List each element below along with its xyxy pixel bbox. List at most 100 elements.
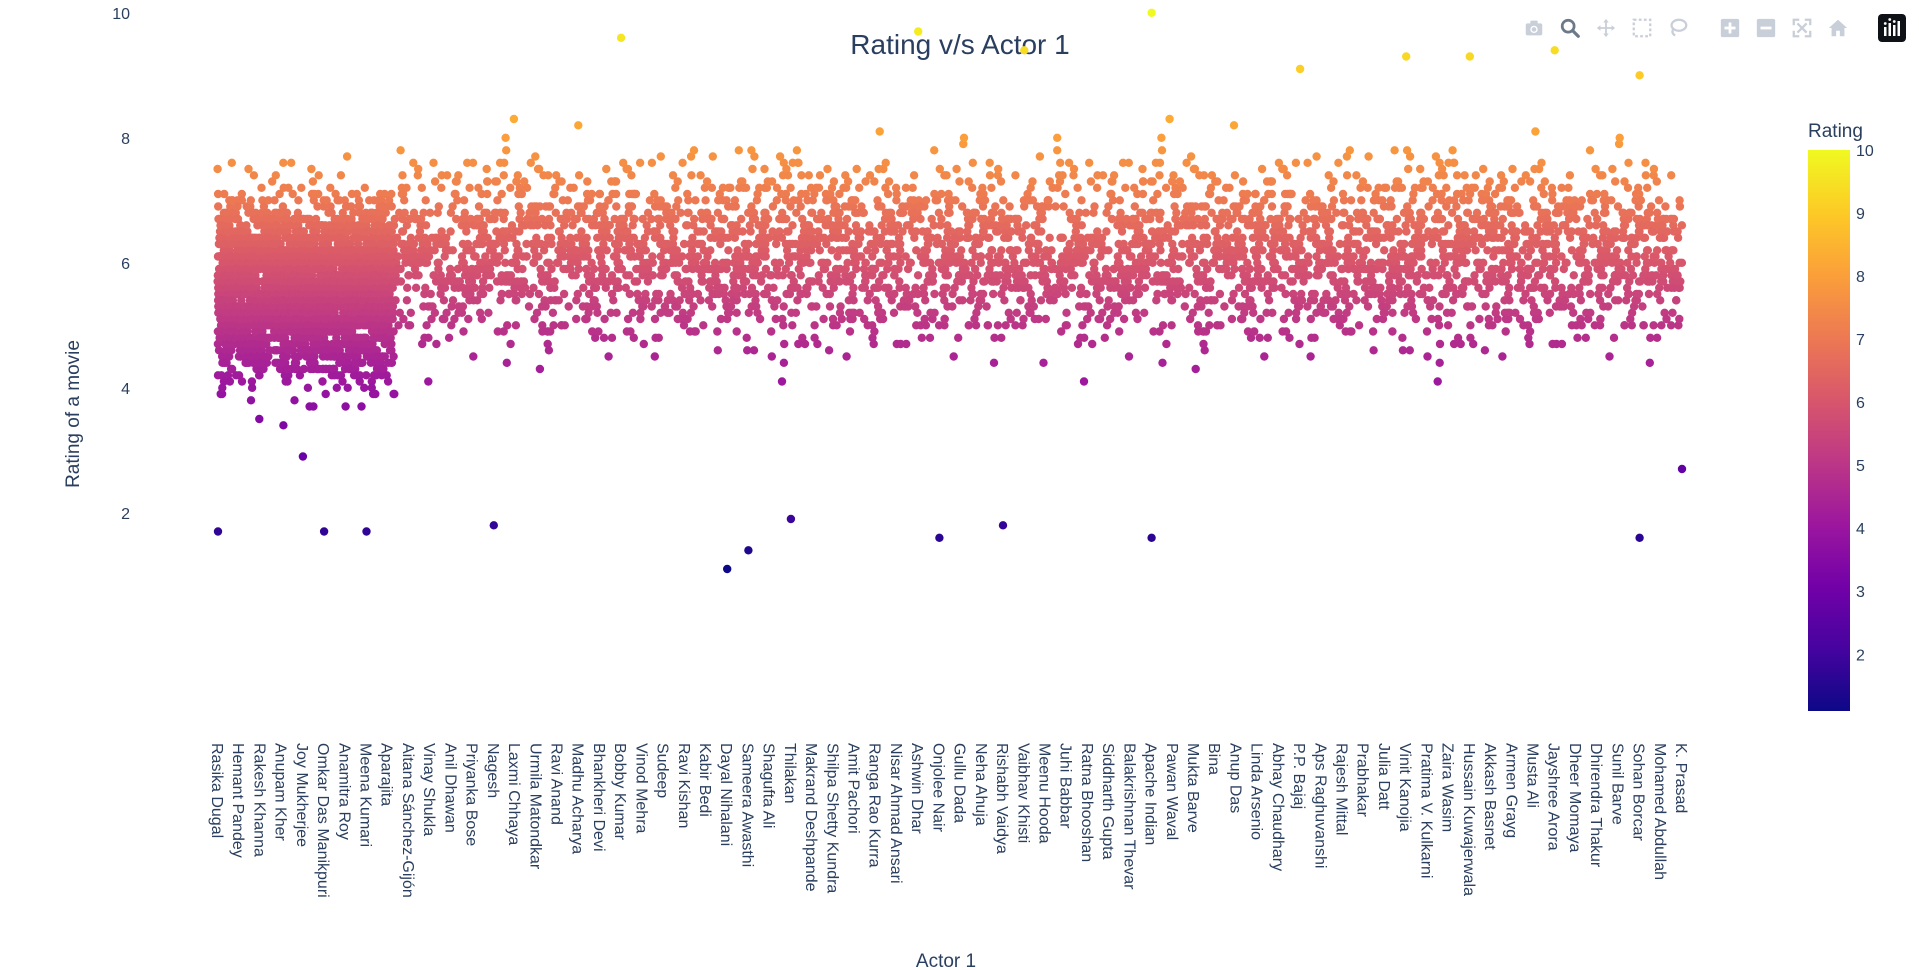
data-point xyxy=(434,202,443,211)
data-point xyxy=(748,164,757,174)
data-point xyxy=(670,227,679,236)
data-point xyxy=(1165,114,1174,124)
data-point xyxy=(278,202,288,211)
data-point xyxy=(518,264,527,274)
data-point xyxy=(713,346,722,355)
data-point xyxy=(1059,202,1068,211)
data-point xyxy=(689,146,699,155)
data-point xyxy=(424,333,433,342)
data-point xyxy=(687,171,696,180)
data-point xyxy=(318,377,327,386)
data-point xyxy=(503,321,512,330)
data-point xyxy=(322,196,331,205)
data-point xyxy=(767,352,776,361)
data-point xyxy=(430,177,440,186)
data-point xyxy=(650,352,659,361)
data-point xyxy=(548,308,558,317)
data-point xyxy=(413,171,422,180)
data-point xyxy=(648,271,658,280)
data-point xyxy=(1213,177,1222,186)
data-point xyxy=(930,289,939,299)
data-point xyxy=(952,164,961,174)
data-point xyxy=(673,177,682,186)
data-point xyxy=(650,314,660,324)
data-point xyxy=(218,327,227,336)
data-point xyxy=(602,164,611,174)
data-point xyxy=(1202,221,1211,230)
data-point xyxy=(478,289,488,299)
data-point xyxy=(386,339,396,349)
data-point xyxy=(499,171,508,180)
data-point xyxy=(955,177,964,186)
data-point xyxy=(731,202,740,211)
data-point xyxy=(763,214,773,224)
data-point xyxy=(595,189,605,199)
data-point xyxy=(227,158,236,167)
data-point xyxy=(1156,246,1165,255)
data-point xyxy=(249,333,259,342)
data-point xyxy=(219,377,229,386)
data-point xyxy=(486,271,496,280)
data-point xyxy=(773,296,782,305)
data-point xyxy=(313,202,322,211)
data-point xyxy=(1227,314,1237,324)
data-point xyxy=(925,333,935,342)
data-point xyxy=(307,164,316,174)
data-point xyxy=(726,183,735,192)
data-point xyxy=(506,339,515,349)
data-point xyxy=(574,264,583,274)
data-point xyxy=(780,339,789,349)
data-point xyxy=(1158,321,1168,330)
scatter-points xyxy=(213,8,1687,574)
data-point xyxy=(654,333,663,342)
data-point xyxy=(1135,221,1144,230)
data-point xyxy=(584,246,593,255)
data-point xyxy=(1061,289,1070,299)
data-point xyxy=(930,146,939,155)
data-point xyxy=(544,346,554,355)
data-point xyxy=(1081,208,1091,217)
data-point xyxy=(1082,289,1091,299)
data-point xyxy=(273,321,282,330)
data-point xyxy=(1140,283,1150,292)
data-point xyxy=(287,158,296,167)
data-point xyxy=(1204,308,1213,317)
data-point xyxy=(1205,321,1214,330)
data-point xyxy=(299,227,308,236)
data-point xyxy=(752,302,761,311)
data-point xyxy=(978,289,988,299)
data-point xyxy=(255,371,264,380)
data-point xyxy=(892,189,901,199)
data-point xyxy=(943,271,953,280)
data-point xyxy=(870,327,879,336)
data-point xyxy=(432,339,441,349)
data-point xyxy=(497,189,506,199)
data-point xyxy=(544,171,553,180)
data-point xyxy=(782,214,791,224)
data-point xyxy=(341,402,350,411)
data-point xyxy=(980,196,990,205)
data-point xyxy=(244,164,253,174)
data-point xyxy=(311,214,321,224)
data-point xyxy=(699,227,708,236)
data-point xyxy=(500,246,509,255)
data-point xyxy=(511,321,521,330)
data-point xyxy=(1138,177,1148,186)
data-point xyxy=(1053,133,1062,142)
y-axis-label: Rating of a movie xyxy=(63,340,84,488)
data-point xyxy=(220,189,229,199)
y-tick-label: 8 xyxy=(121,131,130,148)
data-point xyxy=(284,183,293,192)
data-point xyxy=(569,183,578,192)
data-point xyxy=(383,377,393,386)
data-point xyxy=(500,208,509,217)
data-point xyxy=(246,202,255,211)
data-point xyxy=(216,214,225,224)
data-point xyxy=(1011,321,1020,330)
data-point xyxy=(417,183,426,192)
data-point xyxy=(398,171,407,180)
data-point xyxy=(973,271,982,280)
data-point xyxy=(976,252,986,261)
data-point xyxy=(582,233,591,242)
data-point xyxy=(783,171,793,180)
